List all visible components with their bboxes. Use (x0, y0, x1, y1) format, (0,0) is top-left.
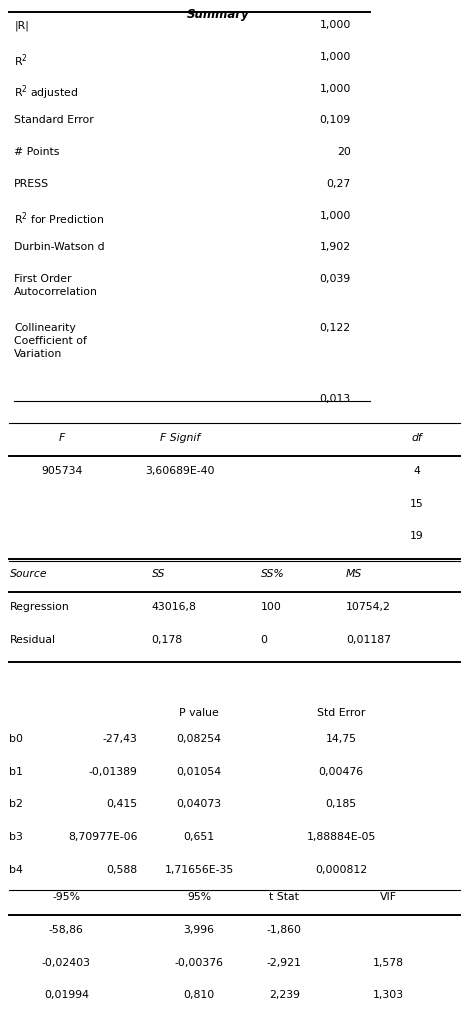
Text: 1,000: 1,000 (319, 211, 351, 221)
Text: Regression: Regression (9, 602, 69, 612)
Text: 0,013: 0,013 (319, 394, 351, 405)
Text: 0,01054: 0,01054 (176, 766, 222, 777)
Text: -1,860: -1,860 (267, 925, 302, 935)
Text: 3,996: 3,996 (183, 925, 215, 935)
Text: b4: b4 (9, 865, 23, 875)
Text: # Points: # Points (14, 147, 60, 157)
Text: 905734: 905734 (41, 466, 82, 476)
Text: 0,00476: 0,00476 (319, 766, 364, 777)
Text: -0,01389: -0,01389 (89, 766, 137, 777)
Text: 0,01187: 0,01187 (346, 635, 391, 645)
Text: 1,000: 1,000 (319, 52, 351, 62)
Text: 1,578: 1,578 (373, 958, 404, 968)
Text: 43016,8: 43016,8 (152, 602, 197, 612)
Text: 0,415: 0,415 (106, 799, 137, 809)
Text: 0,039: 0,039 (319, 274, 351, 284)
Text: 1,000: 1,000 (319, 84, 351, 94)
Text: SS%: SS% (261, 569, 284, 579)
Text: Collinearity
Coefficient of
Variation: Collinearity Coefficient of Variation (14, 323, 87, 360)
Text: b3: b3 (9, 832, 23, 842)
Text: 2,239: 2,239 (269, 990, 300, 1001)
Text: 0,588: 0,588 (106, 865, 137, 875)
Text: 0,185: 0,185 (326, 799, 357, 809)
Text: 1,902: 1,902 (319, 242, 351, 252)
Text: 15: 15 (410, 499, 424, 509)
Text: 0: 0 (261, 635, 268, 645)
Text: 0,810: 0,810 (183, 990, 215, 1001)
Text: 0,651: 0,651 (183, 832, 215, 842)
Text: 1,000: 1,000 (319, 20, 351, 31)
Text: -95%: -95% (52, 892, 81, 902)
Text: 0,08254: 0,08254 (177, 734, 221, 744)
Text: F: F (58, 433, 65, 444)
Text: 95%: 95% (187, 892, 211, 902)
Text: R$^2$ for Prediction: R$^2$ for Prediction (14, 211, 104, 227)
Text: |R|: |R| (14, 20, 29, 31)
Text: b2: b2 (9, 799, 23, 809)
Text: -0,02403: -0,02403 (42, 958, 91, 968)
Text: 8,70977E-06: 8,70977E-06 (68, 832, 137, 842)
Text: R$^2$ adjusted: R$^2$ adjusted (14, 84, 79, 102)
Text: b0: b0 (9, 734, 24, 744)
Text: 0,000812: 0,000812 (315, 865, 367, 875)
Text: -2,921: -2,921 (267, 958, 302, 968)
Text: 14,75: 14,75 (326, 734, 357, 744)
Text: PRESS: PRESS (14, 179, 49, 189)
Text: b1: b1 (9, 766, 23, 777)
Text: Residual: Residual (9, 635, 55, 645)
Text: df: df (412, 433, 422, 444)
Text: 100: 100 (261, 602, 282, 612)
Text: SS: SS (152, 569, 165, 579)
Text: 20: 20 (337, 147, 351, 157)
Text: 1,88884E-05: 1,88884E-05 (307, 832, 376, 842)
Text: Std Error: Std Error (317, 708, 365, 718)
Text: 4: 4 (414, 466, 420, 476)
Text: -58,86: -58,86 (49, 925, 84, 935)
Text: 1,303: 1,303 (373, 990, 404, 1001)
Text: R$^2$: R$^2$ (14, 52, 28, 68)
Text: MS: MS (346, 569, 362, 579)
Text: Summary: Summary (187, 8, 249, 21)
Text: t Stat: t Stat (269, 892, 300, 902)
Text: 0,109: 0,109 (319, 115, 351, 126)
Text: First Order
Autocorrelation: First Order Autocorrelation (14, 274, 98, 297)
Text: VIF: VIF (380, 892, 397, 902)
Text: P value: P value (179, 708, 219, 718)
Text: 3,60689E-40: 3,60689E-40 (146, 466, 215, 476)
Text: 1,71656E-35: 1,71656E-35 (164, 865, 234, 875)
Text: 0,27: 0,27 (327, 179, 351, 189)
Text: -0,00376: -0,00376 (174, 958, 224, 968)
Text: F Signif: F Signif (160, 433, 200, 444)
Text: 0,04073: 0,04073 (176, 799, 222, 809)
Text: Standard Error: Standard Error (14, 115, 94, 126)
Text: 0,122: 0,122 (319, 323, 351, 333)
Text: 10754,2: 10754,2 (346, 602, 391, 612)
Text: -27,43: -27,43 (102, 734, 137, 744)
Text: 0,01994: 0,01994 (44, 990, 89, 1001)
Text: Durbin-Watson d: Durbin-Watson d (14, 242, 105, 252)
Text: 0,178: 0,178 (152, 635, 183, 645)
Text: 19: 19 (410, 531, 424, 542)
Text: Source: Source (9, 569, 47, 579)
